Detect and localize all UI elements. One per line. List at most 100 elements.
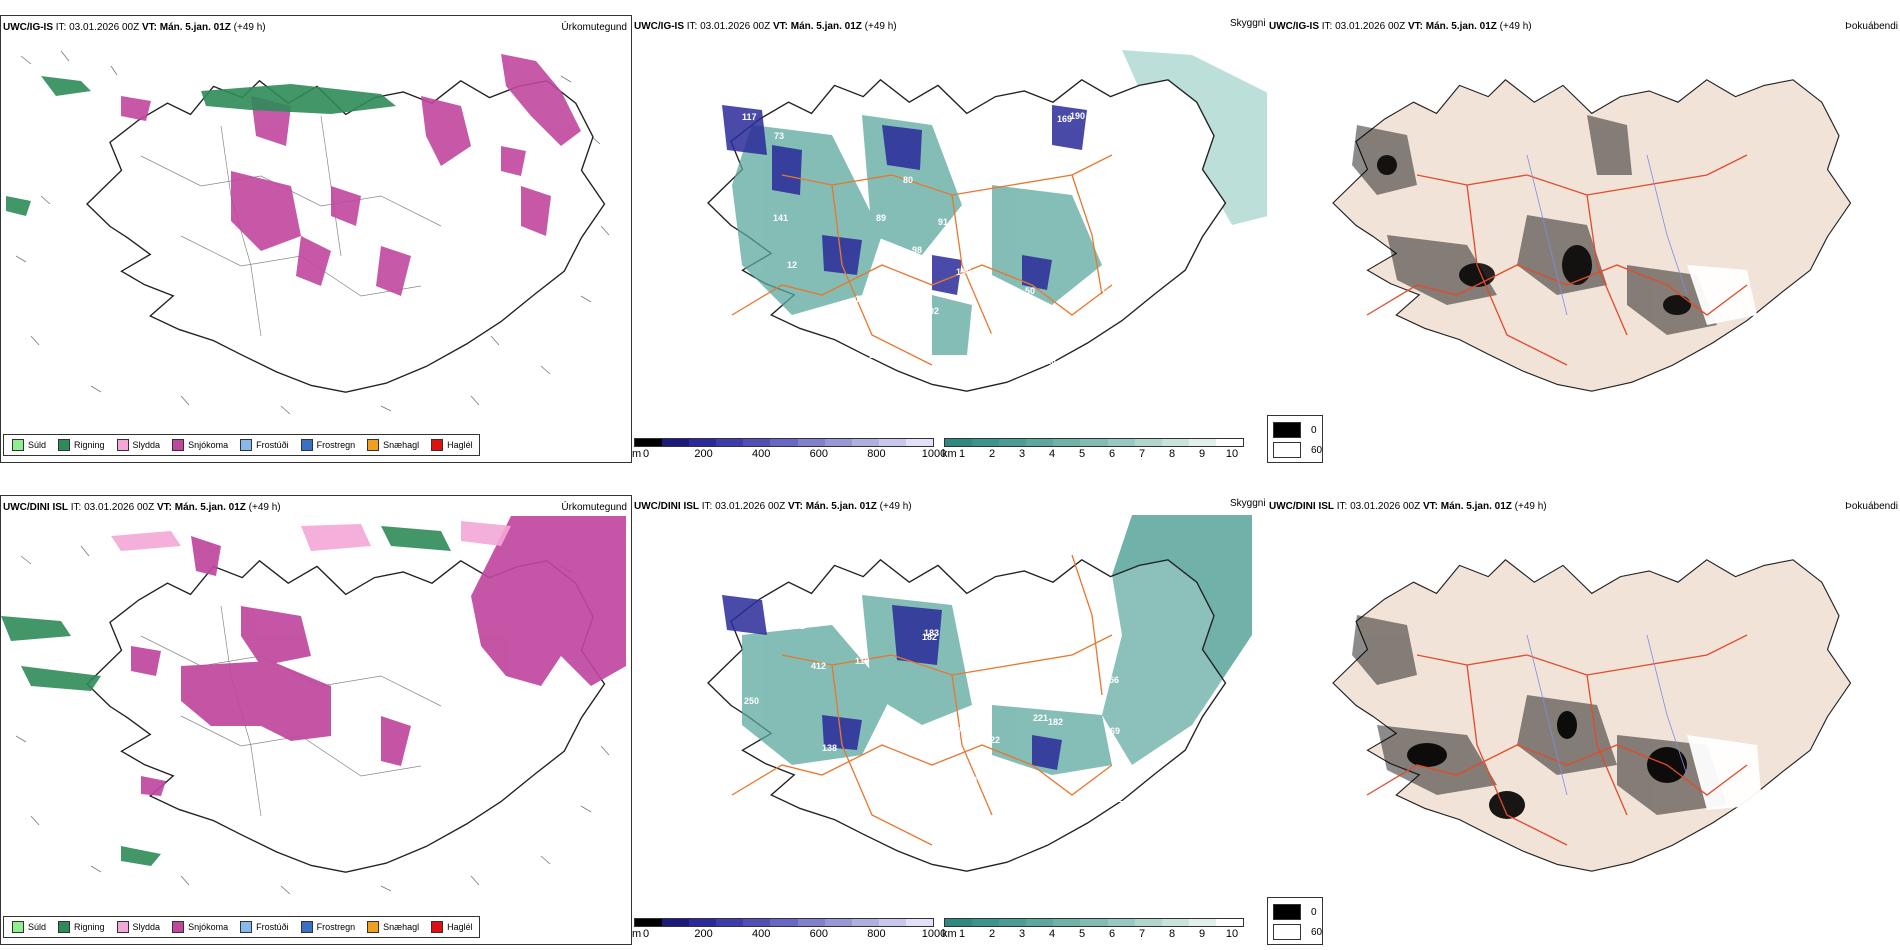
precip-legend: Súld Rigning Slydda Snjókoma Frostúði Fr… <box>3 434 480 456</box>
legend-swatch <box>431 439 444 451</box>
panel-title: UWC/DINI ISL IT: 03.01.2026 00Z VT: Mán.… <box>3 502 281 513</box>
variable-name: Úrkomutegund <box>561 502 627 513</box>
colorbar-segment <box>797 439 825 446</box>
legend-swatch <box>367 921 380 933</box>
ceiling-value-label: 108 <box>780 113 795 123</box>
colorbar-tick-label: 600 <box>809 928 828 940</box>
ceiling-value-label: 109 <box>962 775 977 785</box>
legend-label: Snjókoma <box>188 440 229 450</box>
panel-title: UWC/IG-IS IT: 03.01.2026 00Z VT: Mán. 5.… <box>634 21 897 32</box>
colorbar-segment <box>905 919 934 926</box>
ceiling-value-label: 102 <box>924 306 939 316</box>
ceiling-value-label: 196 <box>956 267 971 277</box>
colorbar-segment <box>1161 439 1189 446</box>
legend-label: Rigning <box>74 440 105 450</box>
ceiling-map: 1082051821561181381826912241213225018218… <box>707 515 1252 872</box>
ceiling-value-label: 334 <box>933 738 948 748</box>
colorbar-segment <box>999 439 1027 446</box>
ceiling-value-label: 949 <box>1040 664 1055 674</box>
colorbar-tick-label: 1 <box>958 928 966 940</box>
colorbar-segment <box>1107 919 1135 926</box>
legend-label: Súld <box>28 440 47 450</box>
ceiling-value-label: 89 <box>954 121 964 131</box>
ceiling-value-label: 412 <box>811 661 826 671</box>
fog-map <box>1332 559 1852 872</box>
legend-label: Frostregn <box>316 922 356 932</box>
panel-title: UWC/IG-IS IT: 03.01.2026 00Z VT: Mán. 5.… <box>3 22 266 33</box>
fog-value: 0 <box>1311 906 1317 918</box>
ceiling-value-label: 68 <box>934 98 944 108</box>
ceiling-value-label: 141 <box>1017 637 1032 647</box>
ceiling-map: 106 169 62 196 95 88 108 12 98 118 108 80 98 128 34 478… <box>707 50 1267 392</box>
ceiling-value-label: 182 <box>922 632 937 642</box>
colorbar-segment <box>716 439 744 446</box>
legend-label: Snæhagl <box>383 440 420 450</box>
ceiling-value-label: 77 <box>952 726 962 736</box>
legend-swatch <box>116 439 129 451</box>
colorbar-segment <box>851 919 879 926</box>
ceiling-value-label: 118 <box>932 247 947 257</box>
ceiling-value-label: 182 <box>1048 717 1063 727</box>
colorbar-segment <box>824 439 852 446</box>
colorbar-segment <box>878 439 906 446</box>
fog-value: 60 <box>1311 926 1323 938</box>
variable-name: Þokuábendi <box>1845 501 1898 512</box>
variable-name: Úrkomutegund <box>561 22 627 33</box>
colorbar-tick-label: 10 <box>1225 928 1239 940</box>
colorbar-tick-label: 2 <box>988 928 996 940</box>
precip-legend: Súld Rigning Slydda Snjókoma Frostúði Fr… <box>3 916 480 938</box>
colorbar-tick-label: 200 <box>694 448 713 460</box>
legend-swatch <box>431 921 444 933</box>
colorbar-tick-label: 0 <box>642 928 650 940</box>
ceiling-value-label: 88 <box>1094 227 1104 237</box>
colorbar-tick-label: 7 <box>1138 928 1146 940</box>
precip-map <box>6 50 610 415</box>
colorbar-segment <box>1188 439 1216 446</box>
snow-areas <box>121 54 581 296</box>
colorbar-tick-label: 400 <box>752 448 771 460</box>
fog-swatch <box>1273 442 1301 458</box>
colorbar-segment <box>1215 439 1244 446</box>
ceiling-value-label: 117 <box>742 112 757 122</box>
ceiling-value-labels: 1082051821561181381826912241213225018218… <box>744 583 1123 846</box>
ceiling-value-label: 128 <box>902 281 917 291</box>
ceiling-value-label: 114 <box>917 304 932 314</box>
colorbar-segment <box>1053 919 1081 926</box>
ceiling-value-label: 478 <box>983 332 998 342</box>
legend-label: Snjókoma <box>188 922 229 932</box>
colorbar-segment <box>1080 919 1108 926</box>
colorbar-segment <box>1026 919 1054 926</box>
ceiling-value-label: 95 <box>791 116 801 126</box>
precip-map <box>1 516 626 895</box>
ceiling-value-label: 511 <box>1030 833 1045 843</box>
ceiling-value-label: 78 <box>945 723 955 733</box>
colorbar-segment <box>662 919 690 926</box>
colorbar-segment <box>972 919 1000 926</box>
legend-swatch <box>12 439 24 451</box>
ceiling-value-label: 12 <box>787 260 797 270</box>
ceiling-value-label: 89 <box>876 213 886 223</box>
precip-type-panel-row1: UWC/IG-IS IT: 03.01.2026 00Z VT: Mán. 5.… <box>0 15 632 463</box>
visibility-colorbar: km 1 2 3 4 5 6 7 8 9 10 <box>942 438 1244 461</box>
ceiling-value-label: 121 <box>831 355 846 365</box>
legend-swatch <box>300 921 313 933</box>
colorbar-segment <box>689 439 717 446</box>
ceiling-value-label: 182 <box>790 621 805 631</box>
colorbar-segment <box>1080 439 1108 446</box>
colorbar-tick-label: 4 <box>1048 448 1056 460</box>
colorbar-segment <box>972 439 1000 446</box>
colorbar-segment <box>743 439 771 446</box>
colorbar-tick-label: 600 <box>809 448 828 460</box>
colorbar-tick-label: 10 <box>1225 448 1239 460</box>
fog-panel-row1: UWC/IG-IS IT: 03.01.2026 00Z VT: Mán. 5.… <box>1267 15 1900 463</box>
colorbar-tick-label: 8 <box>1168 448 1176 460</box>
precip-type-panel-row2: UWC/DINI ISL IT: 03.01.2026 00Z VT: Mán.… <box>0 495 632 945</box>
ceiling-value-label: 140 <box>980 164 995 174</box>
ceiling-value-label: 412 <box>1032 583 1047 593</box>
ceiling-value-label: 153 <box>887 331 902 341</box>
colorbar-tick-label: 5 <box>1078 448 1086 460</box>
colorbar-tick-label: 2 <box>988 448 996 460</box>
ceiling-visibility-panel-row2: UWC/DINI ISL IT: 03.01.2026 00Z VT: Mán.… <box>632 495 1267 945</box>
legend-swatch <box>240 921 253 933</box>
ceiling-value-label: 98 <box>982 233 992 243</box>
